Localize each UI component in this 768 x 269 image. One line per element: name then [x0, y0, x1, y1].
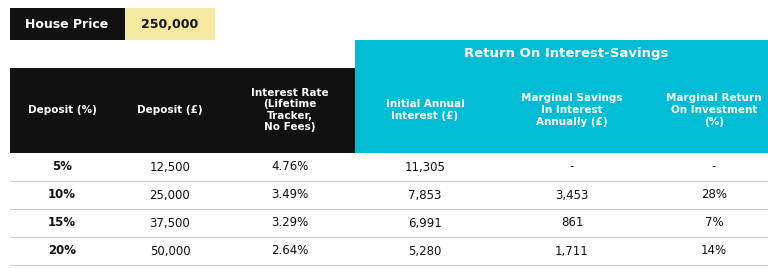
- Text: 250,000: 250,000: [141, 17, 199, 30]
- FancyBboxPatch shape: [355, 40, 768, 68]
- Text: 12,500: 12,500: [150, 161, 190, 174]
- Text: Interest Rate
(Lifetime
Tracker,
No Fees): Interest Rate (Lifetime Tracker, No Fees…: [251, 88, 329, 132]
- Text: 10%: 10%: [48, 189, 76, 201]
- Text: 37,500: 37,500: [150, 217, 190, 229]
- FancyBboxPatch shape: [10, 68, 355, 153]
- Text: 861: 861: [561, 217, 583, 229]
- Text: 25,000: 25,000: [150, 189, 190, 201]
- Text: 11,305: 11,305: [405, 161, 445, 174]
- Text: 7%: 7%: [705, 217, 723, 229]
- Text: -: -: [570, 161, 574, 174]
- Text: 28%: 28%: [701, 189, 727, 201]
- Text: Marginal Savings
In Interest
Annually (£): Marginal Savings In Interest Annually (£…: [521, 93, 623, 127]
- Text: 14%: 14%: [701, 245, 727, 257]
- Text: Deposit (%): Deposit (%): [28, 105, 97, 115]
- Text: 6,991: 6,991: [408, 217, 442, 229]
- Text: 5,280: 5,280: [409, 245, 442, 257]
- Text: 4.76%: 4.76%: [271, 161, 309, 174]
- Text: 3,453: 3,453: [555, 189, 589, 201]
- Text: -: -: [712, 161, 717, 174]
- Text: Deposit (£): Deposit (£): [137, 105, 203, 115]
- Text: 50,000: 50,000: [150, 245, 190, 257]
- Text: 20%: 20%: [48, 245, 76, 257]
- Text: Return On Interest-Savings: Return On Interest-Savings: [464, 48, 668, 61]
- FancyBboxPatch shape: [355, 68, 768, 153]
- Text: 15%: 15%: [48, 217, 76, 229]
- Text: 3.29%: 3.29%: [271, 217, 309, 229]
- Text: Marginal Return
On Investment
(%): Marginal Return On Investment (%): [667, 93, 762, 127]
- Text: Initial Annual
Interest (£): Initial Annual Interest (£): [386, 99, 465, 121]
- Text: 7,853: 7,853: [409, 189, 442, 201]
- FancyBboxPatch shape: [10, 8, 125, 40]
- Text: 1,711: 1,711: [555, 245, 589, 257]
- Text: 3.49%: 3.49%: [271, 189, 309, 201]
- Text: House Price: House Price: [25, 17, 108, 30]
- FancyBboxPatch shape: [125, 8, 215, 40]
- Text: 5%: 5%: [52, 161, 72, 174]
- Text: 2.64%: 2.64%: [271, 245, 309, 257]
